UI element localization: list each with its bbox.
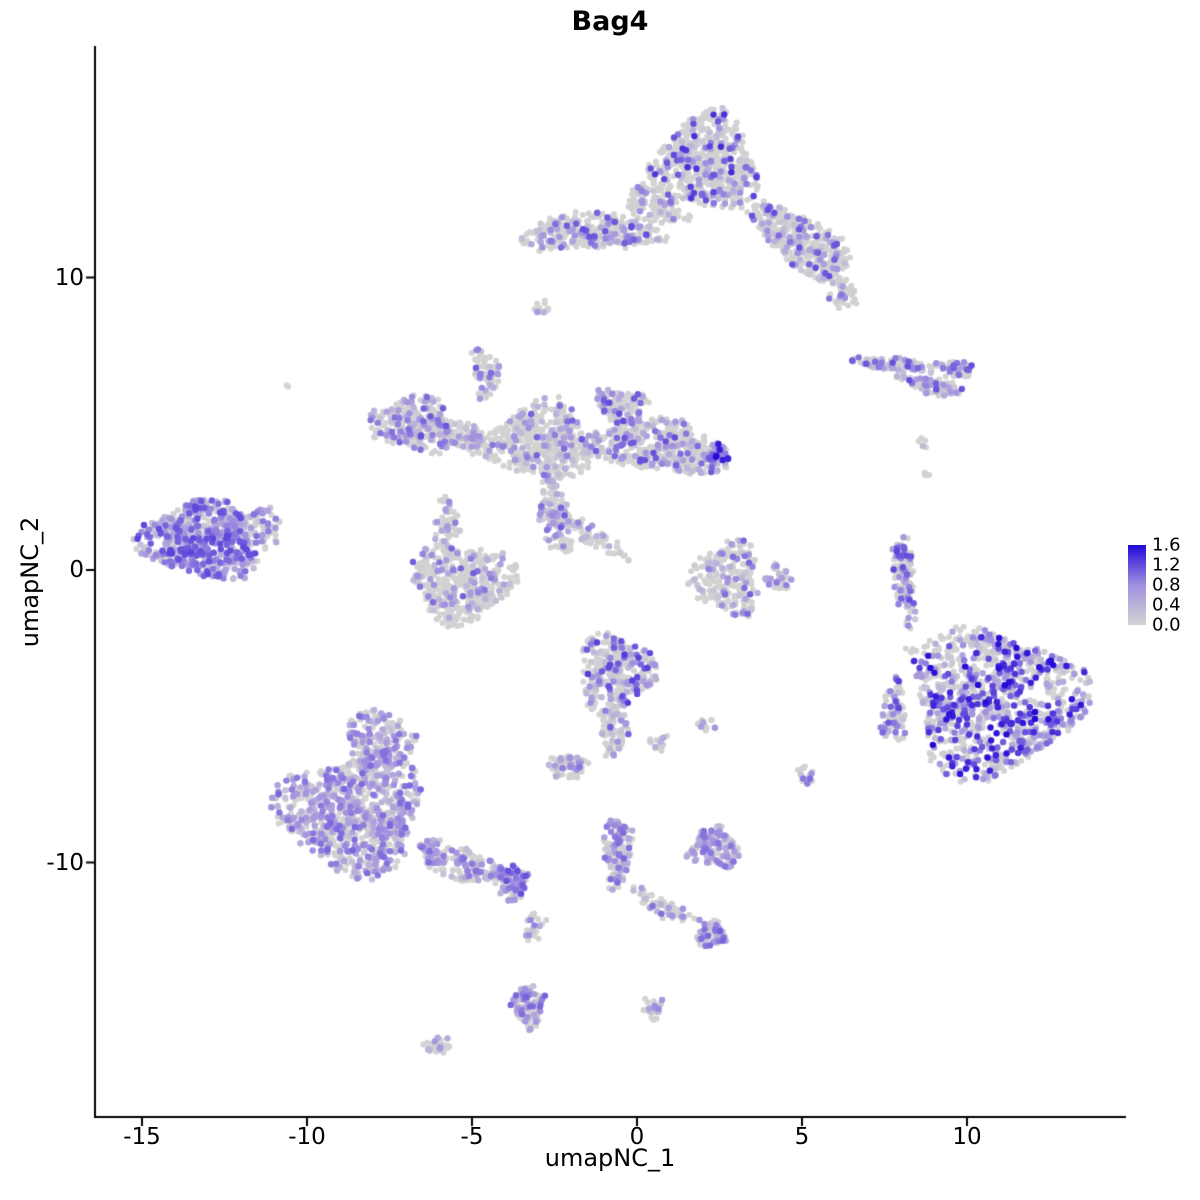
y-tick-label: 0 xyxy=(69,557,84,583)
x-tick-label: -10 xyxy=(288,1124,326,1150)
x-tick-label: 5 xyxy=(794,1124,810,1150)
y-tick-label: -10 xyxy=(46,849,84,876)
x-tick-label: 10 xyxy=(952,1124,982,1150)
x-axis-label: umapNC_1 xyxy=(544,1144,676,1172)
chart-title: Bag4 xyxy=(571,6,649,37)
y-tick-label: 10 xyxy=(54,264,84,291)
x-tick-label: 0 xyxy=(629,1124,645,1150)
legend-tick-label: 1.2 xyxy=(1152,554,1181,576)
x-tick-label: -5 xyxy=(460,1124,484,1150)
x-tick-label: -15 xyxy=(123,1124,161,1150)
legend-tick-label: 1.6 xyxy=(1152,534,1181,556)
legend-gradient-bar xyxy=(1128,545,1146,625)
legend-tick-label: 0.4 xyxy=(1152,594,1181,616)
legend-tick-label: 0.0 xyxy=(1152,614,1181,636)
legend-tick-label: 0.8 xyxy=(1152,574,1181,596)
